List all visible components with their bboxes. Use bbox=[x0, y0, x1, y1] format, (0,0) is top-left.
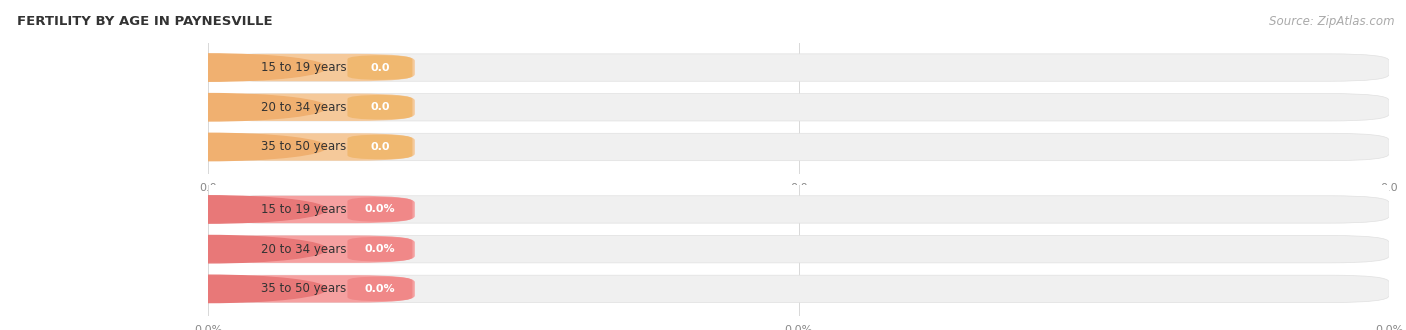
Text: 20 to 34 years: 20 to 34 years bbox=[262, 101, 347, 114]
Text: Source: ZipAtlas.com: Source: ZipAtlas.com bbox=[1270, 15, 1395, 28]
Circle shape bbox=[90, 275, 326, 303]
FancyBboxPatch shape bbox=[347, 197, 412, 222]
FancyBboxPatch shape bbox=[208, 236, 415, 263]
FancyBboxPatch shape bbox=[208, 94, 1389, 121]
FancyBboxPatch shape bbox=[208, 133, 1389, 161]
FancyBboxPatch shape bbox=[208, 133, 415, 161]
FancyBboxPatch shape bbox=[208, 196, 1389, 223]
FancyBboxPatch shape bbox=[208, 196, 415, 223]
Text: 0.0: 0.0 bbox=[370, 63, 389, 73]
FancyBboxPatch shape bbox=[208, 94, 415, 121]
Text: FERTILITY BY AGE IN PAYNESVILLE: FERTILITY BY AGE IN PAYNESVILLE bbox=[17, 15, 273, 28]
FancyBboxPatch shape bbox=[208, 54, 1389, 81]
Circle shape bbox=[90, 236, 326, 263]
FancyBboxPatch shape bbox=[347, 277, 412, 301]
Text: 35 to 50 years: 35 to 50 years bbox=[262, 141, 346, 153]
FancyBboxPatch shape bbox=[208, 275, 1389, 303]
Text: 15 to 19 years: 15 to 19 years bbox=[262, 61, 347, 74]
Circle shape bbox=[90, 133, 326, 161]
Text: 0.0: 0.0 bbox=[370, 142, 389, 152]
Circle shape bbox=[90, 196, 326, 223]
FancyBboxPatch shape bbox=[347, 135, 412, 159]
FancyBboxPatch shape bbox=[347, 95, 412, 119]
FancyBboxPatch shape bbox=[208, 54, 415, 81]
FancyBboxPatch shape bbox=[208, 275, 415, 303]
Circle shape bbox=[90, 54, 326, 81]
Text: 0.0%: 0.0% bbox=[364, 205, 395, 214]
FancyBboxPatch shape bbox=[347, 237, 412, 261]
Text: 0.0%: 0.0% bbox=[364, 244, 395, 254]
Text: 35 to 50 years: 35 to 50 years bbox=[262, 282, 346, 295]
Text: 20 to 34 years: 20 to 34 years bbox=[262, 243, 347, 256]
FancyBboxPatch shape bbox=[347, 55, 412, 80]
Text: 15 to 19 years: 15 to 19 years bbox=[262, 203, 347, 216]
Circle shape bbox=[90, 94, 326, 121]
Text: 0.0%: 0.0% bbox=[364, 284, 395, 294]
Text: 0.0: 0.0 bbox=[370, 102, 389, 112]
FancyBboxPatch shape bbox=[208, 236, 1389, 263]
